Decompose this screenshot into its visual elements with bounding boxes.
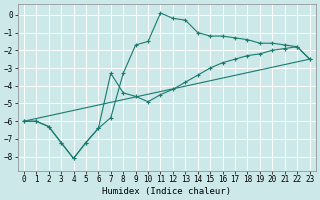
X-axis label: Humidex (Indice chaleur): Humidex (Indice chaleur) <box>102 187 231 196</box>
